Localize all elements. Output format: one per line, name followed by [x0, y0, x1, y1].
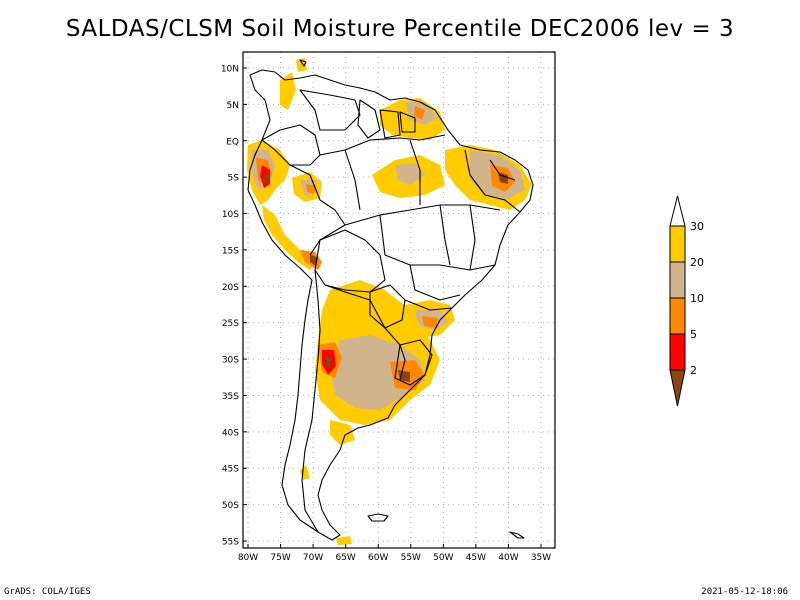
patch-w-amazon-orange	[306, 184, 316, 194]
lat-label: 5N	[227, 101, 239, 111]
lat-label: 5S	[228, 174, 240, 184]
patch-andes-north-brown	[263, 172, 269, 184]
lat-label: EQ	[226, 137, 239, 147]
falklands	[367, 513, 389, 522]
lon-label: 60W	[368, 553, 388, 563]
lon-label: 40W	[498, 553, 518, 563]
border-brazil-states-10	[409, 139, 421, 205]
lat-label: 55S	[222, 538, 239, 548]
lat-label: 25S	[222, 319, 239, 329]
patch-s-brazil-orange	[422, 316, 438, 328]
lat-label: 20S	[222, 283, 239, 293]
colorbar-10-20	[669, 261, 686, 299]
lat-label: 10N	[221, 65, 239, 75]
border-chile-argentina	[301, 269, 321, 533]
border-brazil-north	[319, 134, 446, 156]
patch-uruguay-brown	[398, 370, 410, 382]
lat-label: 40S	[222, 428, 239, 438]
border-brazil-states-9	[344, 149, 361, 211]
island-se	[509, 531, 525, 539]
lon-label: 45W	[466, 553, 486, 563]
colorbar-level-label: 2	[690, 364, 697, 377]
colorbar-level-label: 10	[690, 292, 704, 305]
lon-label: 65W	[335, 553, 355, 563]
political-borders	[247, 59, 534, 541]
lon-label: 55W	[401, 553, 421, 563]
lat-label: 30S	[222, 356, 239, 366]
border-brazil-states-5	[409, 264, 461, 301]
island-caribbean	[299, 59, 307, 67]
lon-label: 35W	[531, 553, 551, 563]
latitude-labels: 10N 5N EQ 5S 10S 15S 20S 25S 30S 35S 40S 45S 50S 55S	[221, 65, 239, 548]
border-paraguay	[369, 284, 406, 329]
patch-nw-argentina-brown	[326, 356, 332, 368]
colorbar-5-10	[669, 297, 686, 335]
patch-amazon-center-tan	[395, 163, 425, 185]
lon-label: 75W	[270, 553, 290, 563]
footer-credit: GrADS: COLA/IGES	[4, 587, 91, 597]
coastline	[247, 69, 534, 541]
border-argentina-north	[324, 284, 406, 381]
axis-ticks	[243, 67, 542, 548]
lat-label: 10S	[222, 210, 239, 220]
patch-south-1	[300, 465, 310, 480]
colorbar-20-30	[669, 225, 686, 263]
patch-la-plata-tan	[330, 335, 425, 410]
patch-nw-1	[280, 72, 296, 110]
colorbar-level-label: 20	[690, 256, 704, 269]
border-brazil-states-7	[464, 149, 521, 213]
chart-title: SALDAS/CLSM Soil Moisture Percentile DEC…	[65, 16, 735, 42]
border-brazil-states-1	[344, 204, 501, 226]
border-brazil-states-2	[379, 214, 496, 271]
patch-guianas-orange	[414, 106, 425, 120]
lon-label: 50W	[433, 553, 453, 563]
border-brazil-states-4	[469, 204, 476, 271]
colorbar-below-2	[669, 369, 686, 407]
border-brazil-states-3	[439, 204, 451, 266]
colorbar-2-5	[669, 333, 686, 371]
colorbar-level-label: 5	[690, 328, 697, 341]
border-fr-guiana	[399, 111, 416, 133]
longitude-labels: 80W 75W 70W 65W 60W 55W 50W 45W 40W 35W	[238, 553, 551, 563]
colorbar-level-label: 30	[690, 220, 704, 233]
lat-label: 50S	[222, 501, 239, 511]
border-suriname	[379, 109, 401, 139]
border-venezuela	[299, 89, 361, 131]
border-bolivia	[314, 229, 386, 293]
lat-label: 15S	[222, 246, 239, 256]
colorbar-above-30	[669, 195, 686, 227]
lon-label: 80W	[238, 553, 258, 563]
colorbar-legend: 30 20 10 5 2	[669, 195, 704, 407]
footer-timestamp: 2021-05-12-18:06	[701, 587, 788, 597]
patch-south-2	[336, 536, 352, 545]
lat-label: 35S	[222, 392, 239, 402]
border-brazil-states-8	[489, 159, 516, 181]
lat-label: 45S	[222, 465, 239, 475]
lon-label: 70W	[303, 553, 323, 563]
border-brazil-states-6	[404, 299, 453, 311]
border-uruguay	[394, 339, 433, 386]
map-frame	[242, 51, 556, 549]
patch-patagonia	[330, 420, 355, 445]
soil-moisture-field	[247, 58, 532, 545]
border-guyana	[357, 99, 381, 139]
